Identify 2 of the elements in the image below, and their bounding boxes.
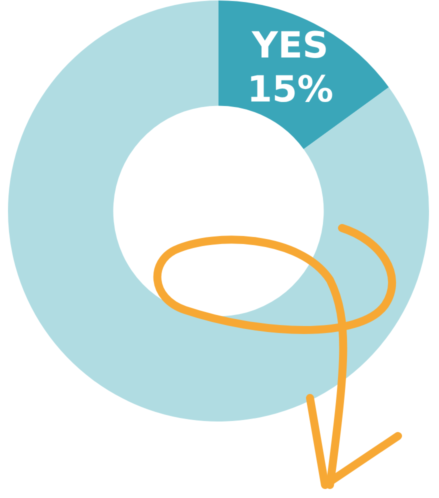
data-label: 15% bbox=[247, 70, 334, 111]
slice-label: YES bbox=[250, 26, 328, 67]
